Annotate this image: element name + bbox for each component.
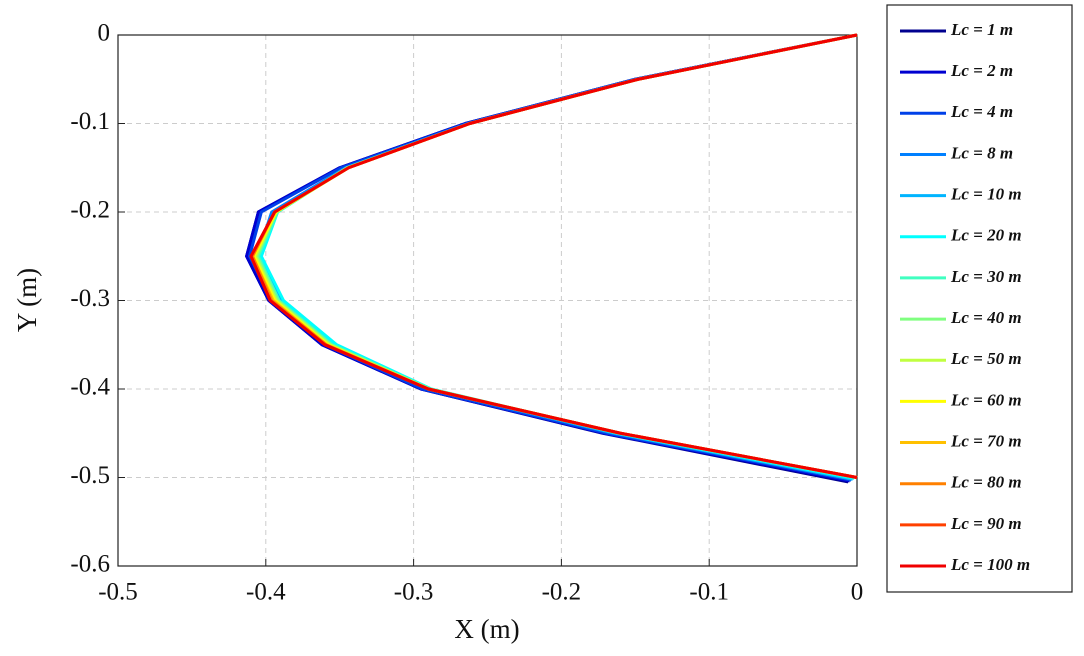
legend-label: Lc = 100 m: [950, 555, 1030, 574]
x-tick-label: 0: [851, 579, 864, 606]
legend-label: Lc = 70 m: [950, 431, 1022, 450]
legend-label: Lc = 60 m: [950, 390, 1022, 409]
legend-label: Lc = 50 m: [950, 349, 1022, 368]
y-tick-label: -0.3: [70, 285, 110, 312]
legend-label: Lc = 1 m: [950, 20, 1013, 39]
legend-label: Lc = 40 m: [950, 308, 1022, 327]
legend-label: Lc = 20 m: [950, 226, 1022, 245]
legend-label: Lc = 30 m: [950, 267, 1022, 286]
y-tick-label: -0.1: [70, 108, 110, 135]
line: [249, 33, 858, 479]
y-tick-label: -0.2: [70, 197, 110, 224]
legend-label: Lc = 2 m: [950, 61, 1013, 80]
x-axis-label: X (m): [454, 614, 519, 644]
y-tick-label: -0.6: [70, 551, 110, 578]
x-tick-label: -0.2: [542, 579, 582, 606]
legend-box: [886, 4, 1073, 593]
y-axis-label: Y (m): [12, 268, 42, 332]
plot-frame: [117, 34, 858, 567]
y-tick-label: -0.5: [70, 462, 110, 489]
legend-label: Lc = 90 m: [950, 514, 1022, 533]
x-tick-label: -0.1: [689, 579, 729, 606]
x-tick-label: -0.5: [98, 579, 138, 606]
legend-label: Lc = 80 m: [950, 473, 1022, 492]
x-tick-label: -0.4: [246, 579, 286, 606]
y-tick-label: 0: [98, 20, 111, 47]
x-tick-label: -0.3: [394, 579, 434, 606]
legend-label: Lc = 4 m: [950, 102, 1013, 121]
legend-label: Lc = 10 m: [950, 185, 1022, 204]
y-tick-label: -0.4: [70, 374, 110, 401]
legend-label: Lc = 8 m: [950, 143, 1013, 162]
